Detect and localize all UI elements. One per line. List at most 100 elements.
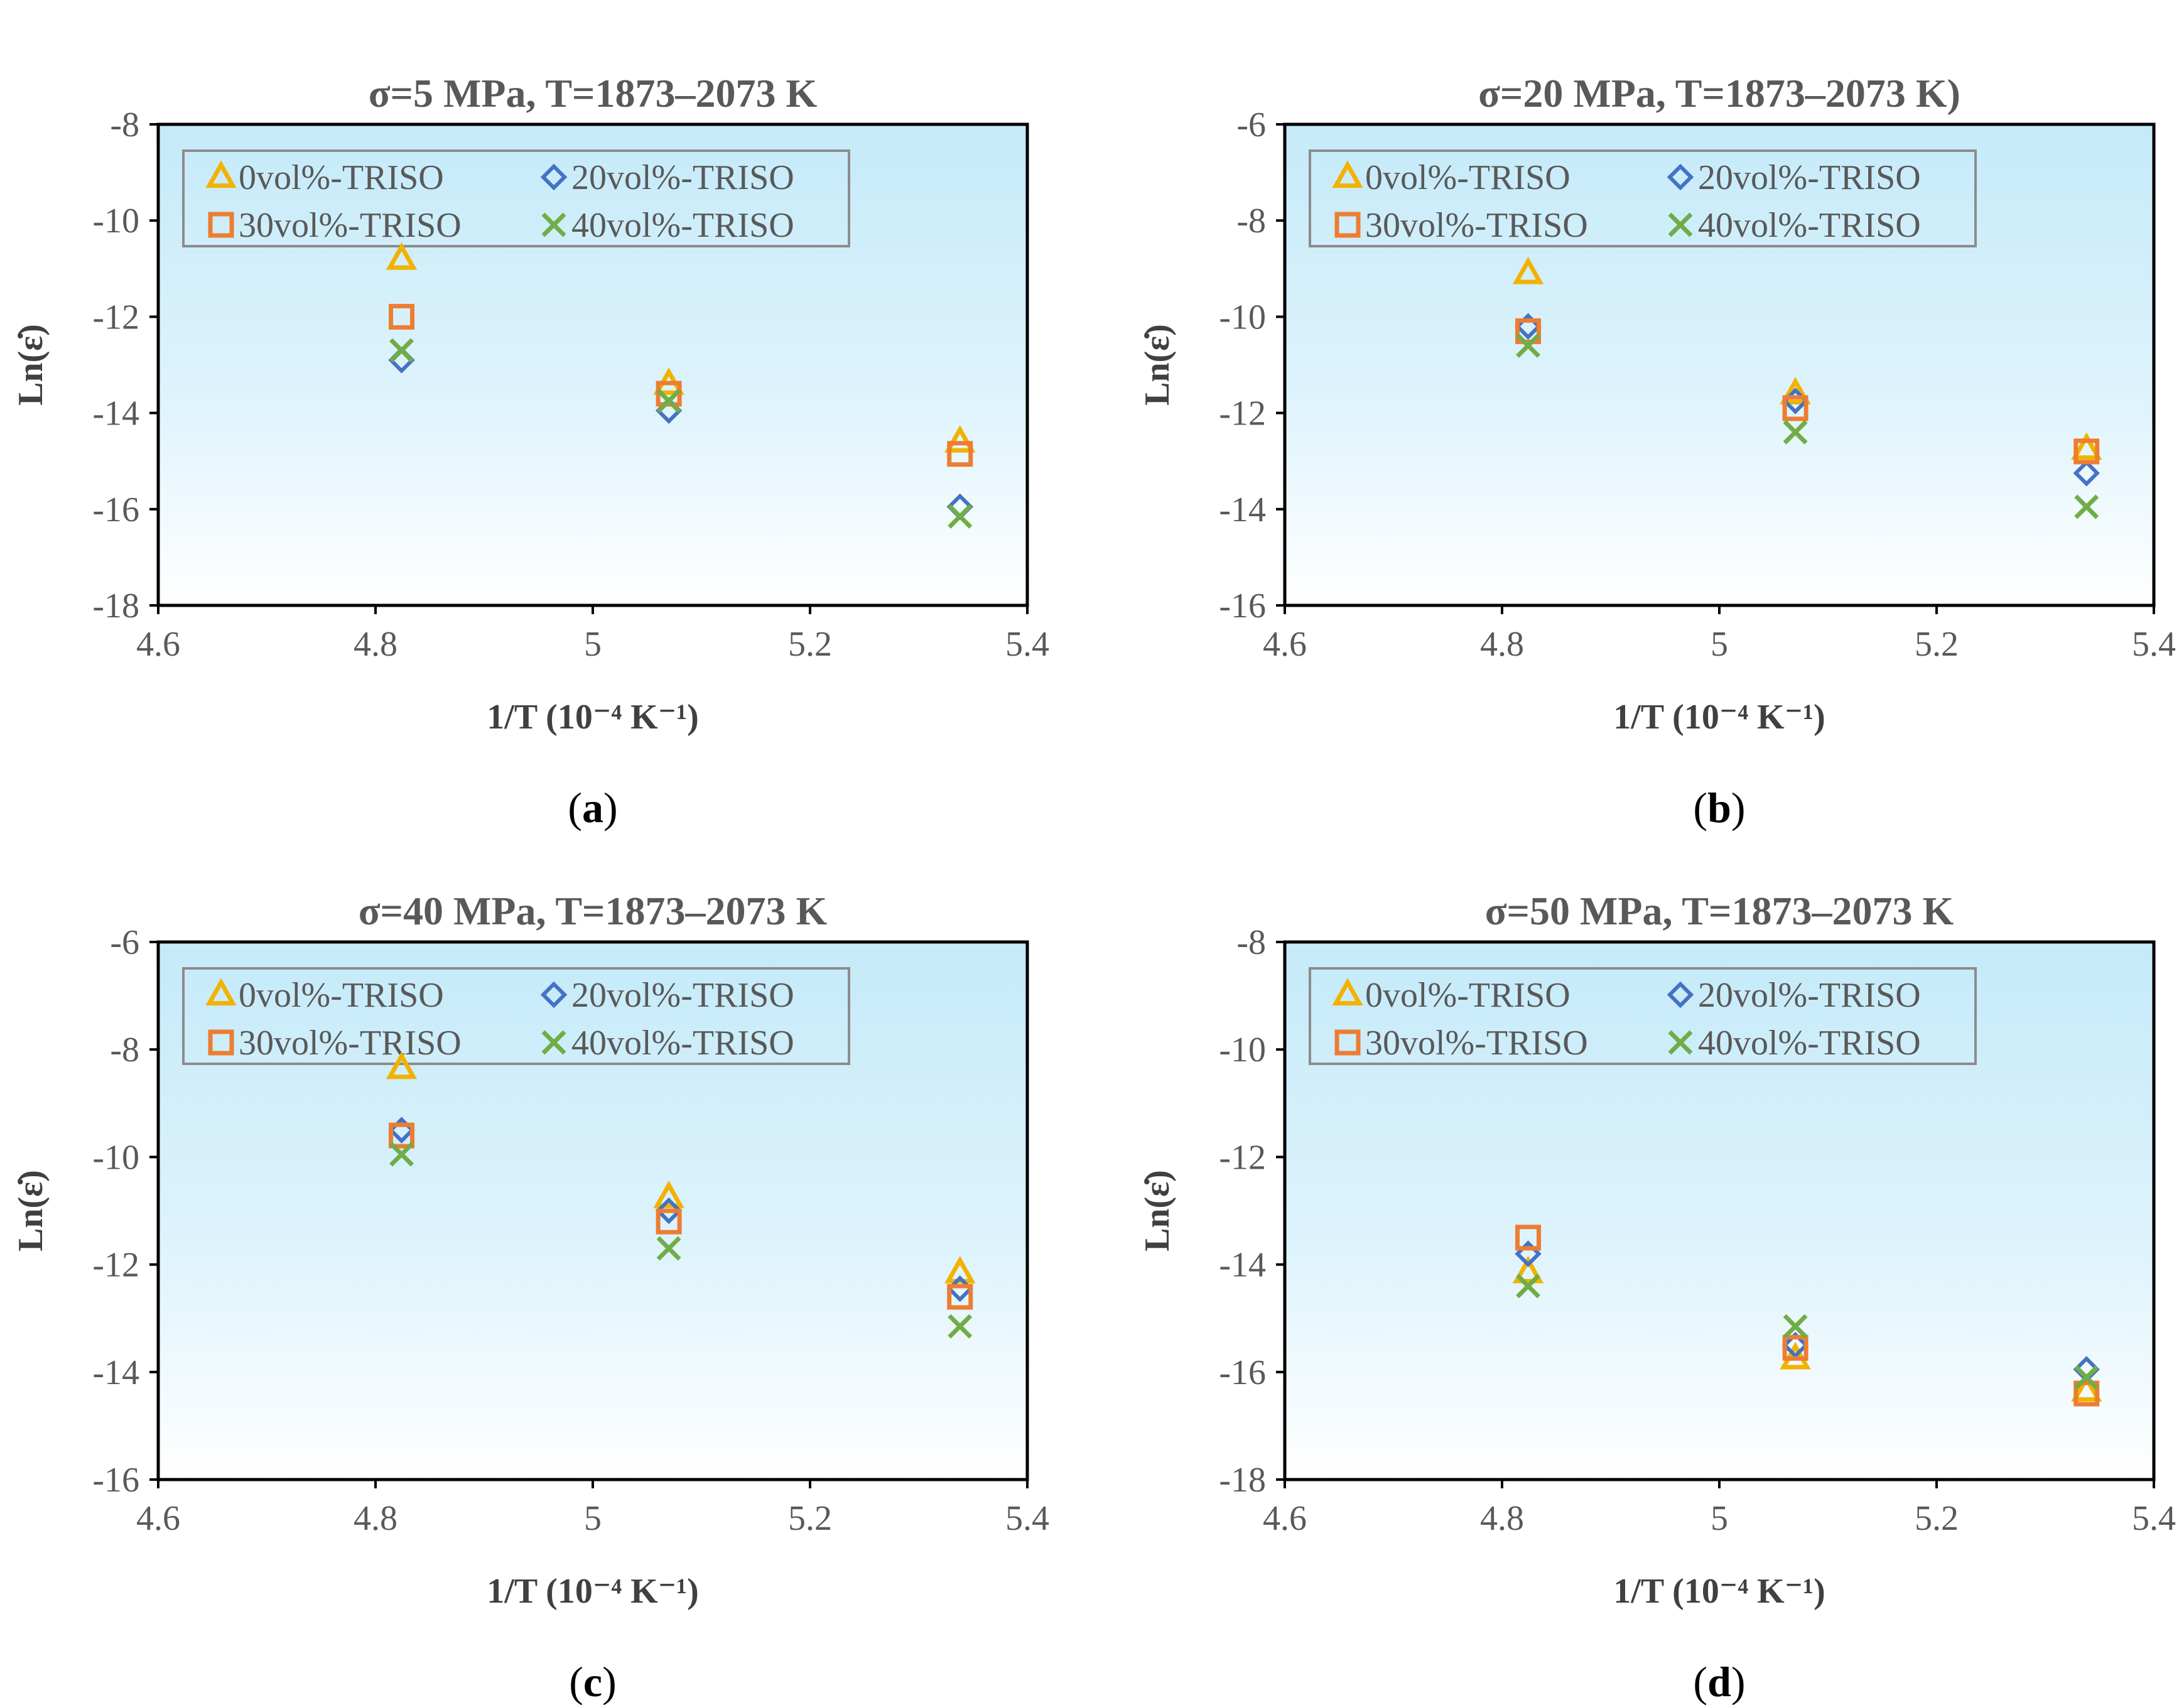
x-axis-label: 1/T (10⁻⁴ K⁻¹) [1613, 1572, 1825, 1611]
data-point [653, 1180, 684, 1208]
legend-entry: 20vol%-TRISO [571, 158, 794, 197]
legend-marker-x [541, 1030, 566, 1055]
data-point [948, 1314, 973, 1339]
data-point [1783, 1314, 1808, 1339]
data-point [389, 303, 415, 330]
data-point [1781, 1331, 1809, 1359]
data-point [656, 381, 682, 407]
panel-c: σ=40 MPa, T=1873–2073 K -16 -14 -12 -10 -8 -6 4… [11, 889, 1049, 1705]
y-tick-label: -8 [110, 106, 139, 144]
x-tick-label: 5.2 [1915, 1499, 1959, 1538]
legend: 0vol%-TRISO 20vol%-TRISO 30vol%-TRISO 40vol… [182, 967, 850, 1065]
legend-marker-diamond [540, 163, 568, 191]
data-point [1782, 395, 1808, 421]
legend-frame [1309, 149, 1977, 247]
x-tick-label: 5.4 [2132, 625, 2176, 664]
y-tick-label: -12 [92, 298, 139, 337]
x-tick-label: 5 [1711, 625, 1728, 664]
plot-area [1285, 942, 2154, 1480]
x-tick-label: 4.6 [136, 625, 180, 664]
data-point [2071, 432, 2102, 460]
y-axis-label: Ln(ε̇) [1138, 1170, 1177, 1252]
data-point [655, 1197, 683, 1225]
legend-entry: 40vol%-TRISO [1698, 206, 1921, 245]
legend-entry: 30vol%-TRISO [239, 1024, 462, 1063]
x-tick-label: 5.2 [788, 1499, 832, 1538]
data-point [389, 338, 414, 363]
y-tick-label: -14 [1219, 1246, 1266, 1285]
data-points [1512, 1225, 2102, 1407]
x-tick-label: 4.6 [136, 1499, 180, 1538]
legend-entry: 40vol%-TRISO [571, 206, 794, 245]
panel-caption: (d) [1693, 1658, 1745, 1705]
data-point [1516, 1274, 1540, 1299]
legend-entry: 0vol%-TRISO [1365, 158, 1570, 197]
data-point [2074, 494, 2099, 519]
y-tick-label: -8 [1236, 202, 1266, 241]
data-points [386, 242, 976, 529]
plot-area [158, 124, 1027, 605]
chart-title: σ=40 MPa, T=1873–2073 K [359, 889, 828, 933]
legend-marker-square [208, 212, 234, 238]
legend-marker-square [1334, 212, 1361, 238]
legend-marker-x [1668, 212, 1693, 237]
legend-frame [1309, 967, 1977, 1065]
legend-entry: 0vol%-TRISO [1365, 976, 1570, 1015]
legend-entry: 30vol%-TRISO [1365, 206, 1588, 245]
legend-marker-square [208, 1029, 234, 1056]
x-tick-label: 4.8 [1480, 625, 1524, 664]
y-tick-label: -10 [92, 1138, 139, 1177]
data-point [389, 1142, 414, 1167]
data-point [2074, 1365, 2099, 1390]
x-tick-label: 5.4 [1005, 1499, 1049, 1538]
x-tick-label: 5.4 [1005, 625, 1049, 664]
y-axis-label: Ln(ε̇) [1138, 324, 1177, 406]
data-point [947, 1284, 973, 1310]
y-tick-label: -6 [110, 923, 139, 962]
data-point [1780, 377, 1811, 405]
data-point [2073, 438, 2100, 465]
y-tick-label: -12 [92, 1246, 139, 1285]
legend-marker-triangle [1332, 978, 1363, 1006]
x-tick-label: 5.2 [1915, 625, 1959, 664]
x-tick-label: 4.8 [1480, 1499, 1524, 1538]
legend-marker-triangle [1332, 160, 1363, 188]
y-tick-label: -16 [1219, 1353, 1266, 1392]
data-point [1515, 1225, 1542, 1251]
y-tick-label: -16 [92, 1461, 139, 1500]
data-points [1512, 256, 2102, 519]
legend-marker-square [1334, 1029, 1361, 1056]
y-tick-label: -8 [1236, 923, 1266, 962]
y-tick-label: -14 [1219, 490, 1266, 529]
x-axis-label: 1/T (10⁻⁴ K⁻¹) [487, 1572, 698, 1611]
panel-d: σ=50 MPa, T=1873–2073 K -18 -16 -14 -12 -10 -8… [1138, 889, 2176, 1705]
plot-area [158, 942, 1027, 1480]
data-point [386, 242, 418, 270]
y-tick-label: -10 [92, 202, 139, 241]
x-axis-label: 1/T (10⁻⁴ K⁻¹) [487, 698, 698, 737]
y-tick-label: -18 [1219, 1461, 1266, 1500]
y-tick-label: -12 [1219, 394, 1266, 433]
data-point [386, 1051, 418, 1080]
y-tick-label: -6 [1236, 106, 1266, 144]
x-tick-label: 5 [584, 1499, 602, 1538]
panel-caption: (b) [1693, 784, 1745, 831]
data-point [656, 1236, 681, 1261]
panel-caption-letter: b [1707, 784, 1731, 831]
data-point [656, 1208, 682, 1235]
x-tick-label: 5 [584, 625, 602, 664]
legend-entry: 20vol%-TRISO [1698, 976, 1921, 1015]
data-point [1512, 1255, 1544, 1284]
x-axis-label: 1/T (10⁻⁴ K⁻¹) [1613, 698, 1825, 737]
data-point [2073, 1380, 2100, 1407]
panel-caption-letter: c [583, 1658, 602, 1705]
panel-caption-letter: a [582, 784, 603, 831]
legend-marker-triangle [205, 978, 237, 1006]
x-tick-label: 4.6 [1263, 1499, 1307, 1538]
legend-marker-diamond [1667, 163, 1694, 191]
legend-frame [182, 967, 850, 1065]
chart-title: σ=50 MPa, T=1873–2073 K [1485, 889, 1954, 933]
x-tick-label: 5.2 [788, 625, 832, 664]
plot-area [1285, 124, 2154, 605]
